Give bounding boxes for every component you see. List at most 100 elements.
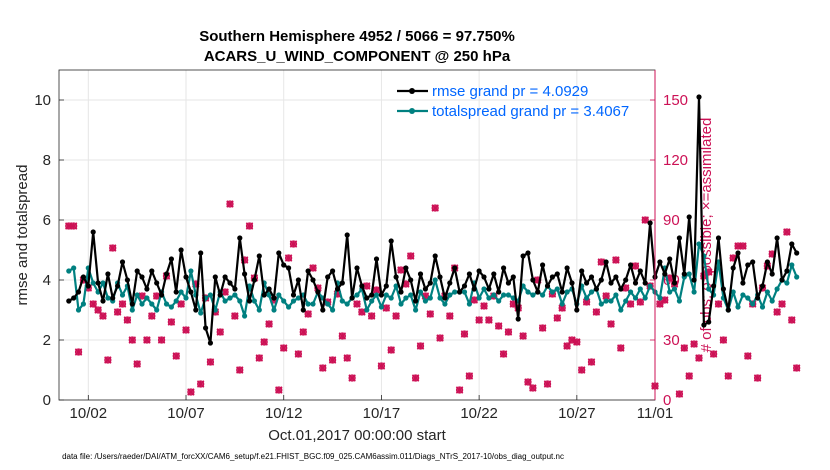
rmse-point (256, 253, 262, 259)
rmse-point (461, 283, 468, 289)
obs-assimilated-point (177, 300, 185, 308)
spread-point (105, 295, 111, 301)
obs-assimilated-point (304, 310, 312, 318)
obs-assimilated-point (436, 334, 444, 342)
spread-point (310, 301, 316, 307)
y-tick-label: 2 (43, 332, 51, 349)
rmse-point (457, 289, 463, 295)
rmse-point (85, 283, 91, 289)
x-tick-label: 10/17 (363, 405, 401, 422)
rmse-point (711, 283, 717, 289)
rmse-point (501, 265, 507, 271)
spread-point (759, 304, 766, 310)
spread-point (330, 307, 336, 313)
rmse-point (730, 265, 736, 271)
spread-point (168, 304, 174, 310)
spread-point (745, 295, 751, 301)
obs-assimilated-point (367, 312, 376, 320)
spread-point (222, 298, 228, 304)
spread-point (90, 280, 96, 286)
spread-point (403, 295, 409, 301)
rmse-point (295, 277, 301, 283)
rmse-point (491, 271, 497, 277)
y-tick-label: 0 (43, 392, 51, 409)
spread-point (369, 298, 375, 304)
obs-assimilated-point (216, 328, 224, 336)
series-lines (66, 94, 800, 346)
spread-point (305, 301, 311, 307)
obs-assimilated-point (387, 346, 395, 354)
obs-assimilated-point (675, 390, 684, 398)
rmse-point (715, 235, 722, 241)
obs-assimilated-point (118, 300, 127, 308)
rmse-point (413, 298, 419, 304)
spread-point (603, 298, 609, 304)
rmse-point (789, 241, 795, 247)
rmse-point (90, 229, 96, 235)
spread-point (588, 289, 595, 295)
plot-area (59, 70, 655, 400)
spread-point (491, 292, 497, 298)
rmse-point (618, 286, 624, 292)
rmse-point (198, 250, 204, 256)
rmse-point (642, 280, 648, 286)
rmse-point (339, 280, 345, 286)
rmse-point (759, 283, 766, 289)
rmse-point (740, 280, 746, 286)
rmse-point (540, 262, 546, 268)
obs-assimilated-point (226, 200, 234, 208)
obs-assimilated-point (99, 312, 107, 320)
rmse-point (764, 259, 771, 265)
obs-assimilated-point (74, 348, 83, 356)
rmse-point (193, 307, 199, 313)
obs-assimilated-point (255, 354, 264, 362)
obs-assimilated-point (392, 312, 400, 320)
obs-assimilated-point (773, 308, 781, 316)
rmse-point (159, 292, 165, 298)
obs-assimilated-point (460, 330, 469, 338)
obs-assimilated-point (494, 322, 503, 330)
obs-assimilated-point (719, 336, 728, 344)
obs-assimilated-point (319, 364, 327, 372)
obs-assimilated-point (739, 242, 747, 250)
y-right-tick-label: 90 (663, 212, 680, 229)
spread-point (794, 274, 800, 280)
obs-assimilated-point (685, 372, 693, 380)
rmse-point (359, 283, 365, 289)
obs-assimilated-point (446, 312, 454, 320)
rmse-point (628, 262, 634, 268)
rmse-point (647, 220, 653, 226)
spread-point (75, 307, 82, 313)
spread-point (100, 280, 106, 286)
spread-point (618, 307, 624, 313)
legend-spread-label: totalspread grand pr = 3.4067 (432, 103, 629, 120)
obs-assimilated-point (221, 288, 229, 296)
rmse-point (725, 307, 731, 313)
obs-assimilated-point (744, 352, 752, 360)
spread-point (383, 292, 389, 298)
obs-assimilated-point (661, 296, 669, 304)
spread-point (525, 289, 531, 295)
rmse-point (471, 286, 477, 292)
x-tick-label: 10/12 (265, 405, 303, 422)
rmse-point (681, 271, 687, 277)
spread-point (642, 295, 648, 301)
rmse-point (515, 316, 521, 322)
rmse-point (398, 289, 404, 295)
obs-assimilated-point (573, 338, 581, 346)
spread-point (706, 286, 712, 292)
legend: rmse grand pr = 4.0929 totalspread grand… (397, 83, 629, 120)
rmse-point (119, 259, 126, 265)
chart-subtitle: ACARS_U_WIND_COMPONENT @ 250 hPa (204, 48, 511, 65)
rmse-point (261, 292, 267, 298)
spread-point (246, 283, 253, 289)
spread-point (696, 241, 702, 247)
spread-point (134, 292, 140, 298)
spread-point (764, 289, 771, 295)
spread-point (188, 268, 194, 274)
rmse-point (300, 307, 306, 313)
rmse-point (427, 280, 433, 286)
spread-point (559, 301, 565, 307)
obs-assimilated-point (231, 312, 239, 320)
y-tick-label: 4 (43, 272, 51, 289)
